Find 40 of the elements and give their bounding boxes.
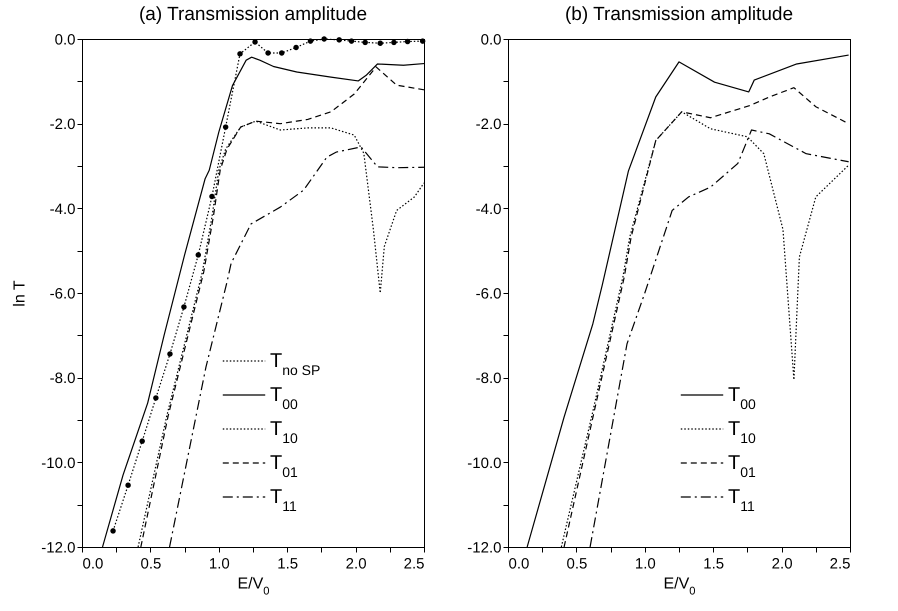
y-tick-label: 0.0 [54, 32, 76, 48]
chart-title: (a) Transmission amplitude [138, 4, 368, 25]
x-tick-label: 0.5 [566, 556, 588, 572]
x-tick-label: 2.5 [830, 556, 850, 572]
chart-title: (b) Transmission amplitude [564, 4, 794, 25]
y-tick-label: -12.0 [467, 540, 502, 556]
x-axis-title: E/V$_{0}$ [663, 576, 696, 598]
y-tick-label: -2.0 [50, 116, 76, 134]
y-tick-label: -6.0 [476, 286, 502, 302]
x-tick-label: 1.0 [208, 556, 230, 572]
x-tick-label: 2.0 [772, 556, 793, 572]
y-tick-label: -6.0 [50, 286, 76, 302]
x-tick-label: 0.0 [508, 556, 530, 572]
legend-label: T$_{01}$ [728, 452, 756, 480]
x-tick-label: 0.0 [82, 556, 104, 572]
x-tick-label: 1.0 [634, 556, 656, 572]
legend-label: T$_{00}$ [728, 384, 756, 412]
y-tick-label: 0.0 [480, 32, 502, 48]
y-tick-label: -8.0 [50, 370, 76, 388]
y-tick-label: -10.0 [467, 454, 502, 472]
y-tick-label: -12.0 [41, 540, 76, 556]
legend-label: T$_{no SP}$ [270, 350, 320, 378]
legend-label: T$_{00}$ [270, 384, 298, 412]
x-axis-title: E/V$_{0}$ [237, 576, 270, 598]
y-tick-label: -4.0 [476, 200, 502, 218]
x-tick-label: 1.5 [277, 556, 298, 572]
legend-label: T$_{01}$ [270, 452, 298, 480]
y-axis-title: ln T [11, 280, 28, 307]
y-tick-label: -4.0 [50, 200, 76, 218]
x-tick-label: 1.5 [703, 556, 724, 572]
legend-label: T$_{11}$ [728, 486, 755, 514]
x-tick-label: 2.0 [346, 556, 367, 572]
x-tick-label: 2.5 [404, 556, 424, 572]
y-tick-label: -8.0 [476, 370, 502, 388]
y-tick-label: -10.0 [41, 454, 76, 472]
legend-label: T$_{10}$ [728, 418, 756, 446]
x-tick-label: 0.5 [140, 556, 162, 572]
legend-label: T$_{11}$ [270, 486, 297, 514]
y-tick-label: -2.0 [476, 116, 502, 134]
legend-label: T$_{10}$ [270, 418, 298, 446]
